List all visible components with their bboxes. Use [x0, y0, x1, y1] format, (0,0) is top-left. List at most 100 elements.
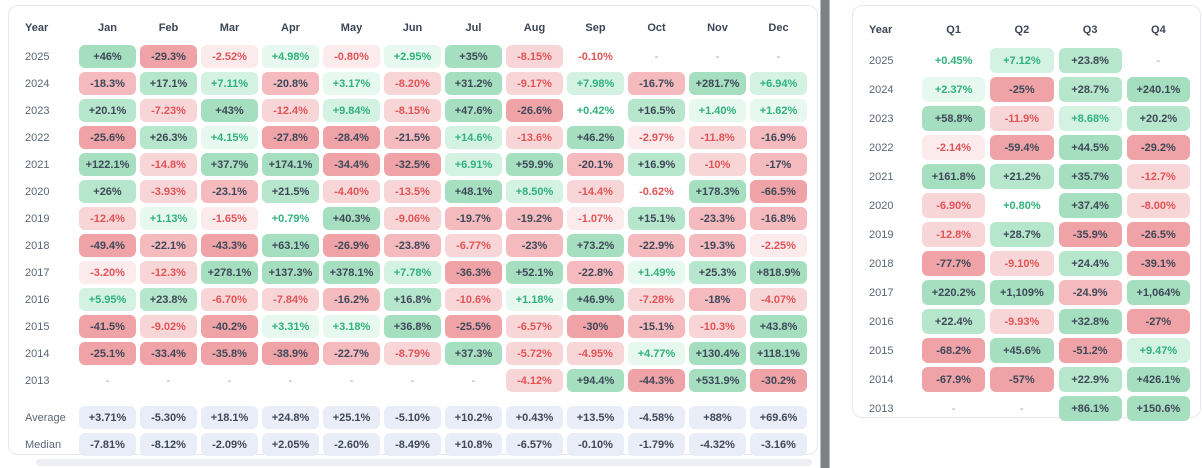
return-cell: +94.4% [567, 369, 624, 392]
summary-cell: -5.10% [384, 406, 441, 429]
return-cell: +426.1% [1126, 367, 1190, 392]
table-row: 2019 -12.4% +1.13% -1.65% +0.79% +40.3% -9.06%… [19, 205, 807, 232]
table-row: 2018 -77.7% -9.10% +24.4% -39.1% [863, 249, 1190, 278]
horizontal-scrollbar[interactable] [36, 459, 812, 466]
return-cell: +24.4% [1058, 251, 1122, 276]
return-cell: -22.8% [567, 261, 624, 284]
summary-cell: +24.8% [262, 406, 319, 429]
return-cell: +1,109% [990, 280, 1054, 305]
column-header: Oct [647, 22, 666, 34]
return-cell: -11.8% [689, 126, 746, 149]
column-header: May [340, 22, 363, 34]
return-cell: -27.8% [262, 126, 319, 149]
summary-cell: -4.32% [689, 433, 746, 456]
return-cell: -23.1% [201, 180, 258, 203]
return-cell: -14.4% [567, 180, 624, 203]
return-cell: -27% [1126, 309, 1190, 334]
return-cell: - [349, 374, 354, 387]
table-row: 2014 -25.1% -33.4% -35.8% -38.9% -22.7% -8.79%… [19, 340, 807, 367]
return-cell: -7.23% [140, 99, 197, 122]
return-cell: -10% [689, 153, 746, 176]
year-label: 2023 [869, 112, 894, 125]
column-header: Q2 [1014, 24, 1030, 36]
return-cell: +1.49% [628, 261, 685, 284]
return-cell: -4.12% [506, 369, 563, 392]
return-cell: -6.70% [201, 288, 258, 311]
return-cell: +22.4% [922, 309, 986, 334]
column-header: Year [25, 22, 49, 34]
return-cell: -8.20% [384, 72, 441, 95]
return-cell: +86.1% [1058, 396, 1122, 421]
return-cell: +1.13% [140, 207, 197, 230]
return-cell: -4.40% [323, 180, 380, 203]
return-cell: -4.95% [567, 342, 624, 365]
year-label: 2020 [869, 199, 894, 212]
return-cell: -34.4% [323, 153, 380, 176]
return-cell: +16.5% [628, 99, 685, 122]
summary-cell: -8.12% [140, 433, 197, 456]
return-cell: +278.1% [201, 261, 258, 284]
return-cell: -5.72% [506, 342, 563, 365]
return-cell: -26.9% [323, 234, 380, 257]
year-label: 2025 [869, 54, 894, 67]
table-row: 2020 -6.90% +0.80% +37.4% -8.00% [863, 191, 1190, 220]
return-cell: -21.5% [384, 126, 441, 149]
summary-cell: +88% [689, 406, 746, 429]
table-row: 2022 -25.6% +26.3% +4.15% -27.8% -28.4% -21.5%… [19, 124, 807, 151]
return-cell: +46.2% [567, 126, 624, 149]
return-cell: -19.2% [506, 207, 563, 230]
return-cell: -32.5% [384, 153, 441, 176]
return-cell: +59.9% [506, 153, 563, 176]
return-cell: -2.52% [201, 45, 258, 68]
return-cell: -16.9% [750, 126, 807, 149]
return-cell: -4.07% [750, 288, 807, 311]
summary-cell: +69.6% [750, 406, 807, 429]
return-cell: -12.4% [262, 99, 319, 122]
return-cell: -15.1% [628, 315, 685, 338]
return-cell: -23% [506, 234, 563, 257]
return-cell: -13.6% [506, 126, 563, 149]
return-cell: +7.78% [384, 261, 441, 284]
return-cell: +37.7% [201, 153, 258, 176]
return-cell: +150.6% [1126, 396, 1190, 421]
return-cell: -25.6% [79, 126, 136, 149]
return-cell: -9.17% [506, 72, 563, 95]
return-cell: +58.8% [922, 106, 986, 131]
return-cell: +26% [79, 180, 136, 203]
return-cell: +22.9% [1058, 367, 1122, 392]
return-cell: +37.3% [445, 342, 502, 365]
return-cell: -25% [990, 77, 1054, 102]
year-label: 2015 [25, 320, 50, 333]
summary-cell: -4.58% [628, 406, 685, 429]
return-cell: - [288, 374, 293, 387]
return-cell: -18.3% [79, 72, 136, 95]
return-cell: +36.8% [384, 315, 441, 338]
return-cell: +4.15% [201, 126, 258, 149]
year-label: 2016 [25, 293, 50, 306]
return-cell: +37.4% [1058, 193, 1122, 218]
return-cell: +9.84% [323, 99, 380, 122]
summary-cell: +0.43% [506, 406, 563, 429]
return-cell: +1.62% [750, 99, 807, 122]
return-cell: -16.2% [323, 288, 380, 311]
column-header: Nov [707, 22, 728, 34]
vertical-scrollbar[interactable] [820, 0, 830, 468]
return-cell: +6.91% [445, 153, 502, 176]
return-cell: -14.8% [140, 153, 197, 176]
return-cell: -35.8% [201, 342, 258, 365]
return-cell: -2.97% [628, 126, 685, 149]
year-label: 2013 [25, 374, 50, 387]
year-label: 2021 [25, 158, 50, 171]
return-cell: +818.9% [750, 261, 807, 284]
return-cell: +43.8% [750, 315, 807, 338]
return-cell: -18% [689, 288, 746, 311]
return-cell: -25.1% [79, 342, 136, 365]
return-cell: -68.2% [922, 338, 986, 363]
return-cell: - [166, 374, 171, 387]
return-cell: -12.4% [79, 207, 136, 230]
return-cell: +3.17% [323, 72, 380, 95]
return-cell: +137.3% [262, 261, 319, 284]
return-cell: +7.12% [990, 48, 1054, 73]
return-cell: +23.8% [140, 288, 197, 311]
summary-label: Median [25, 438, 62, 451]
